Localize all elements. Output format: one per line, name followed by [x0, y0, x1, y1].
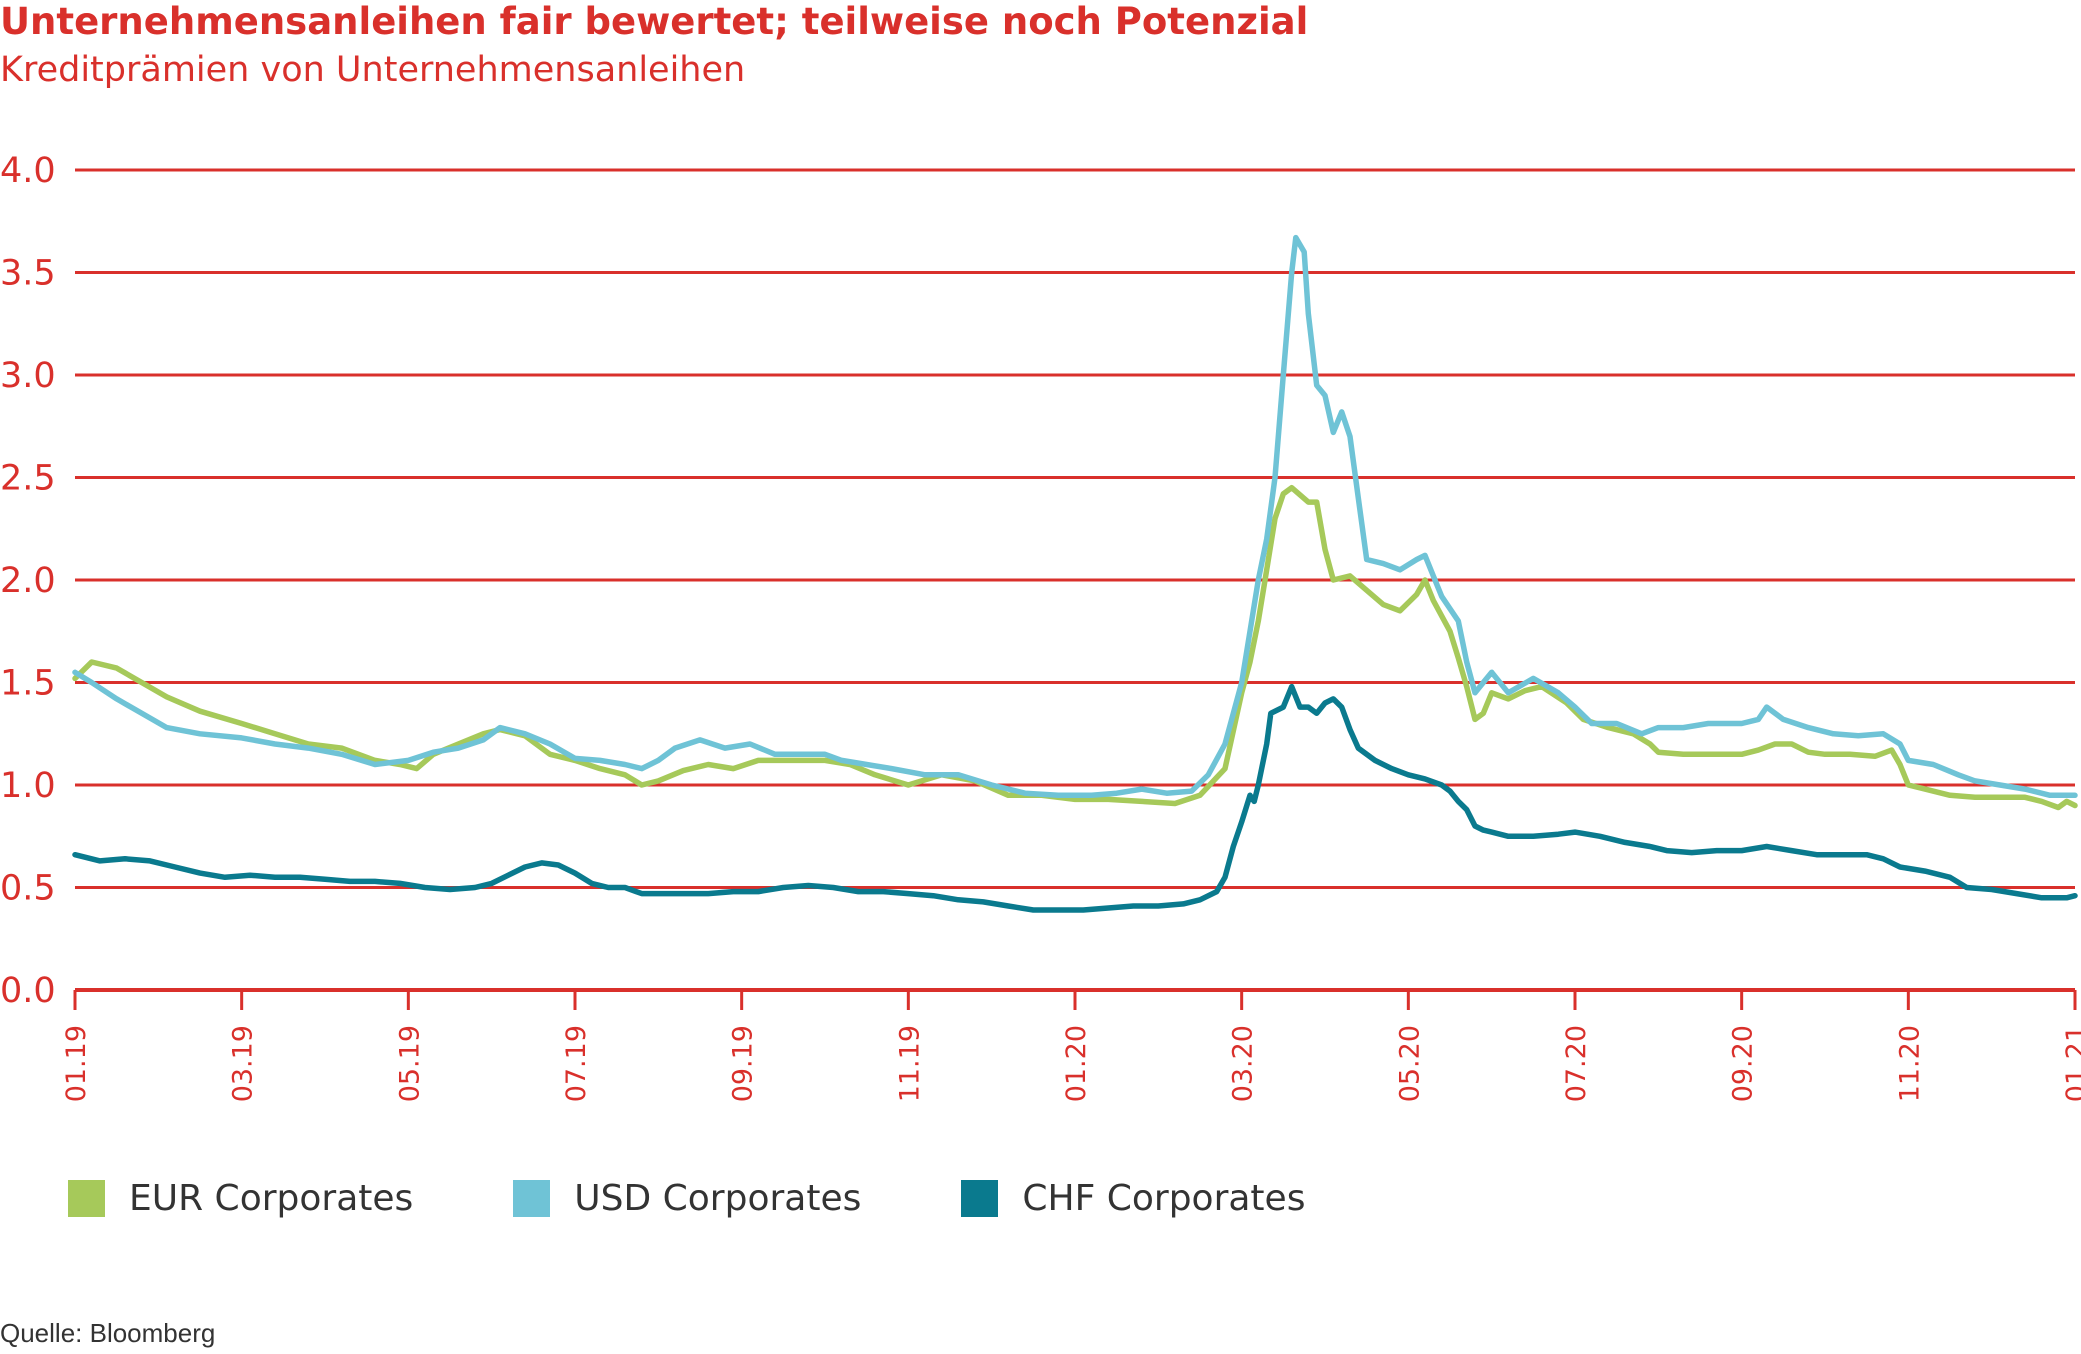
legend-label-usd: USD Corporates — [574, 1178, 862, 1219]
series-line-chf — [72, 683, 2078, 913]
x-tick-label-8: 05.20 — [1394, 1025, 1425, 1102]
series-line-eur — [72, 484, 2078, 811]
x-tick-label-9: 07.20 — [1561, 1025, 1592, 1102]
x-tick-label-3: 07.19 — [561, 1025, 592, 1102]
y-tick-label-3: 1.5 — [0, 664, 56, 704]
x-tick-label-11: 11.20 — [1894, 1025, 1925, 1102]
y-tick-label-8: 4.0 — [0, 151, 56, 191]
legend: EUR Corporates USD Corporates CHF Corpor… — [68, 1178, 1405, 1219]
chart-title: Unternehmensanleihen fair bewertet; teil… — [0, 0, 1309, 43]
legend-item-chf: CHF Corporates — [961, 1178, 1305, 1219]
legend-label-eur: EUR Corporates — [129, 1178, 414, 1219]
x-tick-label-7: 03.20 — [1228, 1025, 1259, 1102]
legend-swatch-eur — [68, 1180, 105, 1217]
y-tick-label-1: 0.5 — [0, 869, 56, 909]
y-axis-ticks: 0.0 0.5 1.0 1.5 2.0 2.5 3.0 3.5 4.0 — [0, 151, 56, 1011]
x-tick-label-6: 01.20 — [1061, 1025, 1092, 1102]
y-tick-label-0: 0.0 — [0, 971, 56, 1011]
x-tick-label-4: 09.19 — [728, 1025, 759, 1102]
x-tick-label-12: 01.21 — [2061, 1025, 2081, 1102]
y-tick-label-6: 3.0 — [0, 356, 56, 396]
legend-swatch-chf — [961, 1180, 999, 1217]
x-tick-label-2: 05.19 — [394, 1025, 425, 1102]
gridlines — [75, 168, 2075, 889]
legend-swatch-usd — [513, 1180, 551, 1217]
legend-item-usd: USD Corporates — [513, 1178, 861, 1219]
chart-subtitle: Kreditprämien von Unternehmensanleihen — [0, 50, 746, 90]
source-note: Quelle: Bloomberg — [0, 1318, 216, 1348]
series-line-usd — [72, 234, 2078, 799]
x-tick-label-0: 01.19 — [61, 1025, 92, 1102]
x-axis: 01.19 03.19 05.19 07.19 09.19 11.19 01.20 03.20… — [61, 988, 2081, 1102]
y-tick-label-5: 2.5 — [0, 459, 56, 499]
x-tick-label-1: 03.19 — [228, 1025, 259, 1102]
y-tick-label-2: 1.0 — [0, 766, 56, 806]
series-lines — [72, 234, 2078, 913]
x-tick-label-10: 09.20 — [1728, 1025, 1759, 1102]
y-tick-label-7: 3.5 — [0, 254, 56, 294]
legend-item-eur: EUR Corporates — [68, 1178, 413, 1219]
legend-label-chf: CHF Corporates — [1022, 1178, 1306, 1219]
y-tick-label-4: 2.0 — [0, 561, 56, 601]
x-tick-label-5: 11.19 — [894, 1025, 925, 1102]
